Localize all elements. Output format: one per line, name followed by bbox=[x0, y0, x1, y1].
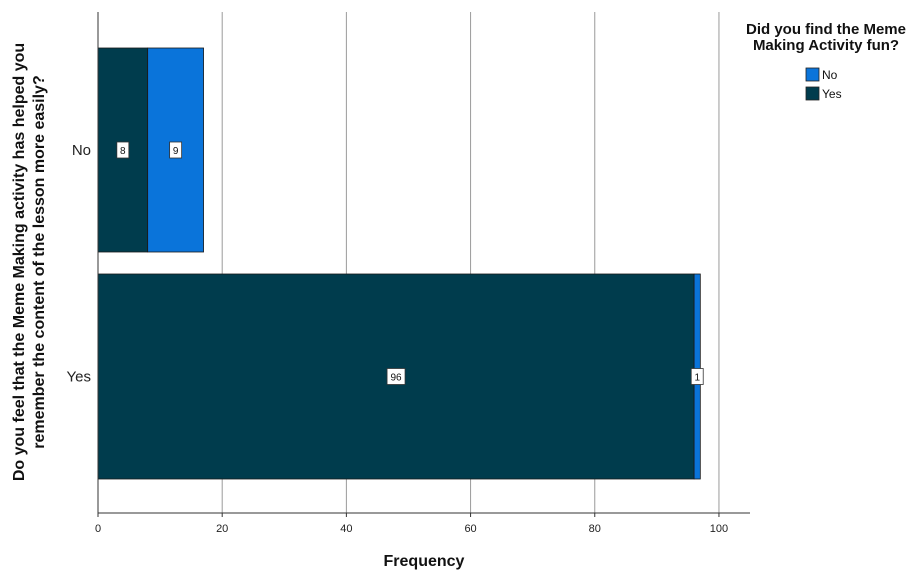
x-tick-label: 0 bbox=[95, 523, 101, 535]
legend-swatch bbox=[805, 67, 820, 82]
legend-entry-no: No bbox=[805, 67, 838, 82]
y-axis-categories: No Yes bbox=[67, 142, 91, 386]
axes bbox=[97, 12, 750, 514]
legend-label: Yes bbox=[822, 87, 842, 101]
legend-title-line: Making Activity fun? bbox=[753, 37, 899, 54]
x-tick-label: 60 bbox=[464, 523, 476, 535]
data-label: 9 bbox=[169, 141, 183, 159]
data-label: 96 bbox=[386, 368, 406, 385]
x-tick-label: 20 bbox=[216, 523, 228, 535]
category-label-no: No bbox=[72, 142, 91, 159]
legend-label: No bbox=[822, 68, 838, 82]
y-axis-title-line: Do you feel that the Meme Making activit… bbox=[11, 43, 28, 481]
legend-swatch bbox=[805, 86, 820, 101]
legend-title-line: Did you find the Meme bbox=[746, 21, 906, 38]
x-tick-label: 80 bbox=[589, 523, 601, 535]
bars: 8 9 96 1 bbox=[97, 47, 704, 480]
data-label: 8 bbox=[116, 141, 130, 159]
x-axis-title: Frequency bbox=[384, 553, 465, 570]
data-label-text: 9 bbox=[173, 146, 179, 157]
y-axis-title-line: remember the content of the lesson more … bbox=[31, 75, 48, 448]
y-axis-title: Do you feel that the Meme Making activit… bbox=[11, 43, 48, 481]
legend-entry-yes: Yes bbox=[805, 86, 842, 101]
x-axis-ticks: 0 20 40 60 80 100 bbox=[95, 513, 728, 535]
x-tick-label: 100 bbox=[710, 523, 728, 535]
data-label-text: 96 bbox=[390, 373, 402, 384]
data-label: 1 bbox=[690, 368, 704, 385]
x-tick-label: 40 bbox=[340, 523, 352, 535]
data-label-text: 1 bbox=[694, 373, 700, 384]
data-label-text: 8 bbox=[120, 146, 126, 157]
category-label-yes: Yes bbox=[67, 369, 91, 386]
